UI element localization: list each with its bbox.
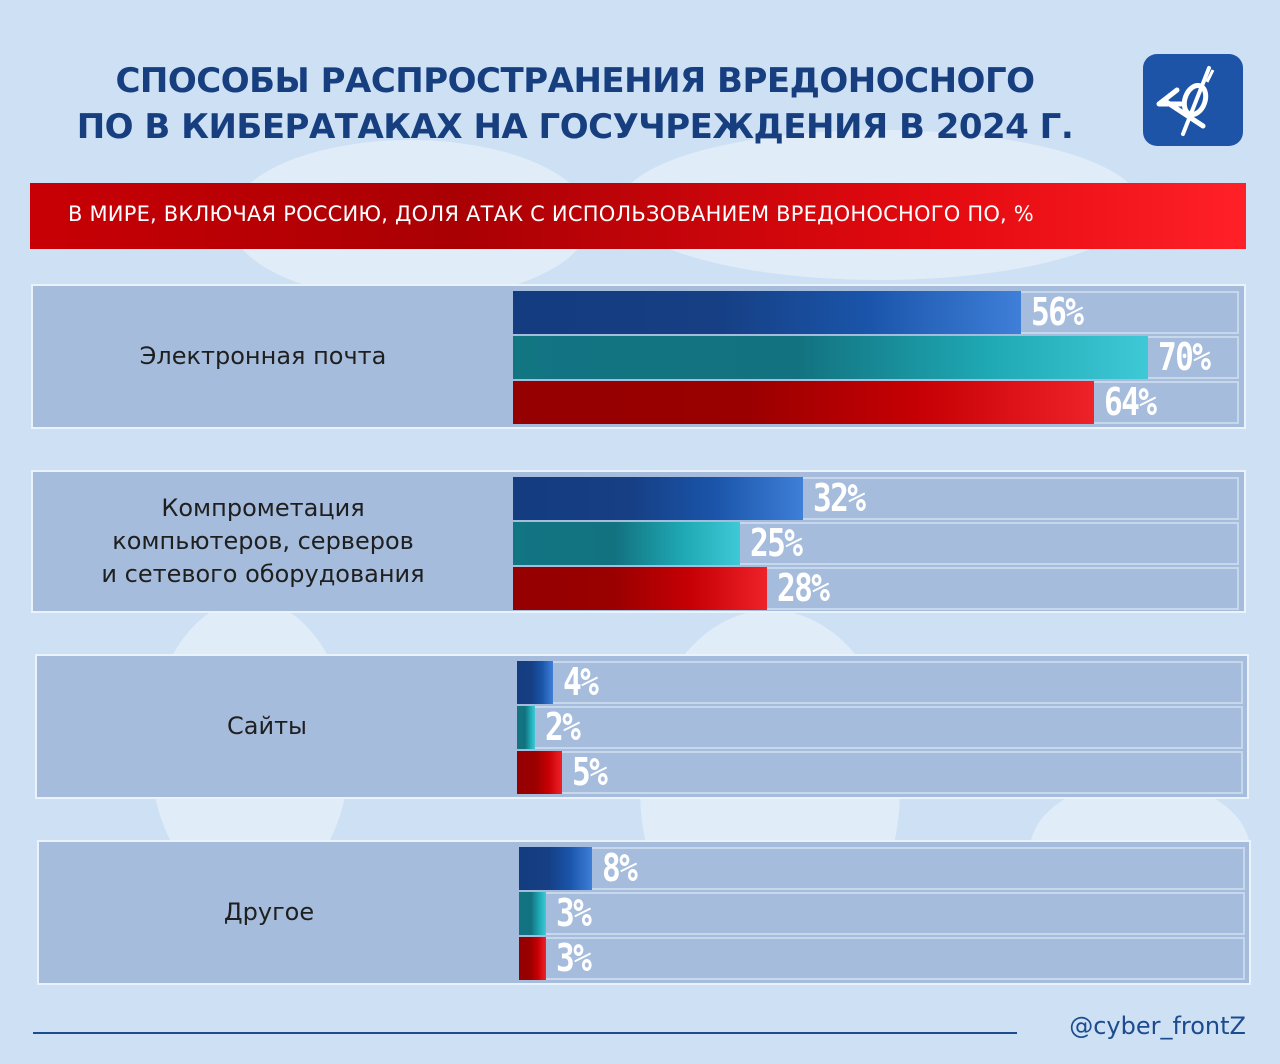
data-label: 56%	[1031, 290, 1084, 334]
category-label: Другое	[39, 842, 499, 983]
bar-teal	[513, 336, 1148, 379]
category-label-line: компьютеров, серверов	[112, 527, 414, 555]
chart-subtitle-banner: В МИРЕ, ВКЛЮЧАЯ РОССИЮ, ДОЛЯ АТАК С ИСПО…	[30, 183, 1246, 249]
data-label: 3%	[556, 891, 592, 935]
bar-track: 2%	[517, 705, 1243, 749]
bar-blue	[517, 661, 553, 704]
data-label: 2%	[545, 705, 581, 749]
category-label: Электронная почта	[33, 286, 493, 427]
bar-red	[519, 937, 546, 980]
bar-track: 28%	[513, 566, 1239, 610]
category-panel: Сайты 4% 2% 5%	[35, 654, 1249, 799]
bar-red	[513, 381, 1094, 424]
bar-blue	[519, 847, 592, 890]
category-label: Компрометация компьютеров, серверов и сете…	[33, 472, 493, 611]
category-panel: Электронная почта 56% 70% 64%	[31, 284, 1246, 429]
category-label-line: и сетевого оборудования	[101, 560, 425, 588]
data-label: 64%	[1104, 380, 1157, 424]
footer-divider	[33, 1032, 1017, 1034]
title-line-1: СПОСОБЫ РАСПРОСТРАНЕНИЯ ВРЕДОНОСНОГО	[115, 61, 1035, 101]
bar-track: 56%	[513, 290, 1239, 334]
category-panel: Компрометация компьютеров, серверов и сете…	[31, 470, 1246, 613]
bar-track: 25%	[513, 521, 1239, 565]
data-label: 32%	[813, 476, 866, 520]
category-panel: Другое 8% 3% 3%	[37, 840, 1251, 985]
data-label: 8%	[602, 846, 638, 890]
bar-blue	[513, 291, 1021, 334]
bar-track: 5%	[517, 750, 1243, 794]
data-label: 3%	[556, 936, 592, 980]
page-title: СПОСОБЫ РАСПРОСТРАНЕНИЯ ВРЕДОНОСНОГО ПО …	[30, 58, 1120, 150]
bar-track: 4%	[517, 660, 1243, 704]
category-label-line: Другое	[223, 898, 315, 926]
bar-teal	[513, 522, 740, 565]
category-label-line: Сайты	[227, 712, 307, 740]
data-label: 70%	[1158, 335, 1211, 379]
bar-track: 3%	[519, 936, 1245, 980]
bar-teal	[519, 892, 546, 935]
category-label: Сайты	[37, 656, 497, 797]
data-label: 28%	[777, 566, 830, 610]
bar-track: 64%	[513, 380, 1239, 424]
title-line-2: ПО В КИБЕРАТАКАХ НА ГОСУЧРЕЖДЕНИЯ В 2024…	[76, 107, 1074, 147]
bar-red	[517, 751, 562, 794]
bar-red	[513, 567, 767, 610]
chart-subtitle: В МИРЕ, ВКЛЮЧАЯ РОССИЮ, ДОЛЯ АТАК С ИСПО…	[68, 202, 1034, 226]
brand-logo	[1143, 54, 1243, 146]
category-label-line: Электронная почта	[139, 342, 387, 370]
bar-track: 32%	[513, 476, 1239, 520]
bar-teal	[517, 706, 535, 749]
data-label: 4%	[563, 660, 599, 704]
data-label: 25%	[750, 521, 803, 565]
bar-blue	[513, 477, 803, 520]
category-label-line: Компрометация	[161, 494, 365, 522]
social-handle: @cyber_frontZ	[1069, 1012, 1246, 1040]
bar-track: 3%	[519, 891, 1245, 935]
data-label: 5%	[572, 750, 608, 794]
bar-track: 8%	[519, 846, 1245, 890]
bar-track: 70%	[513, 335, 1239, 379]
kf-logo-icon	[1156, 66, 1215, 136]
